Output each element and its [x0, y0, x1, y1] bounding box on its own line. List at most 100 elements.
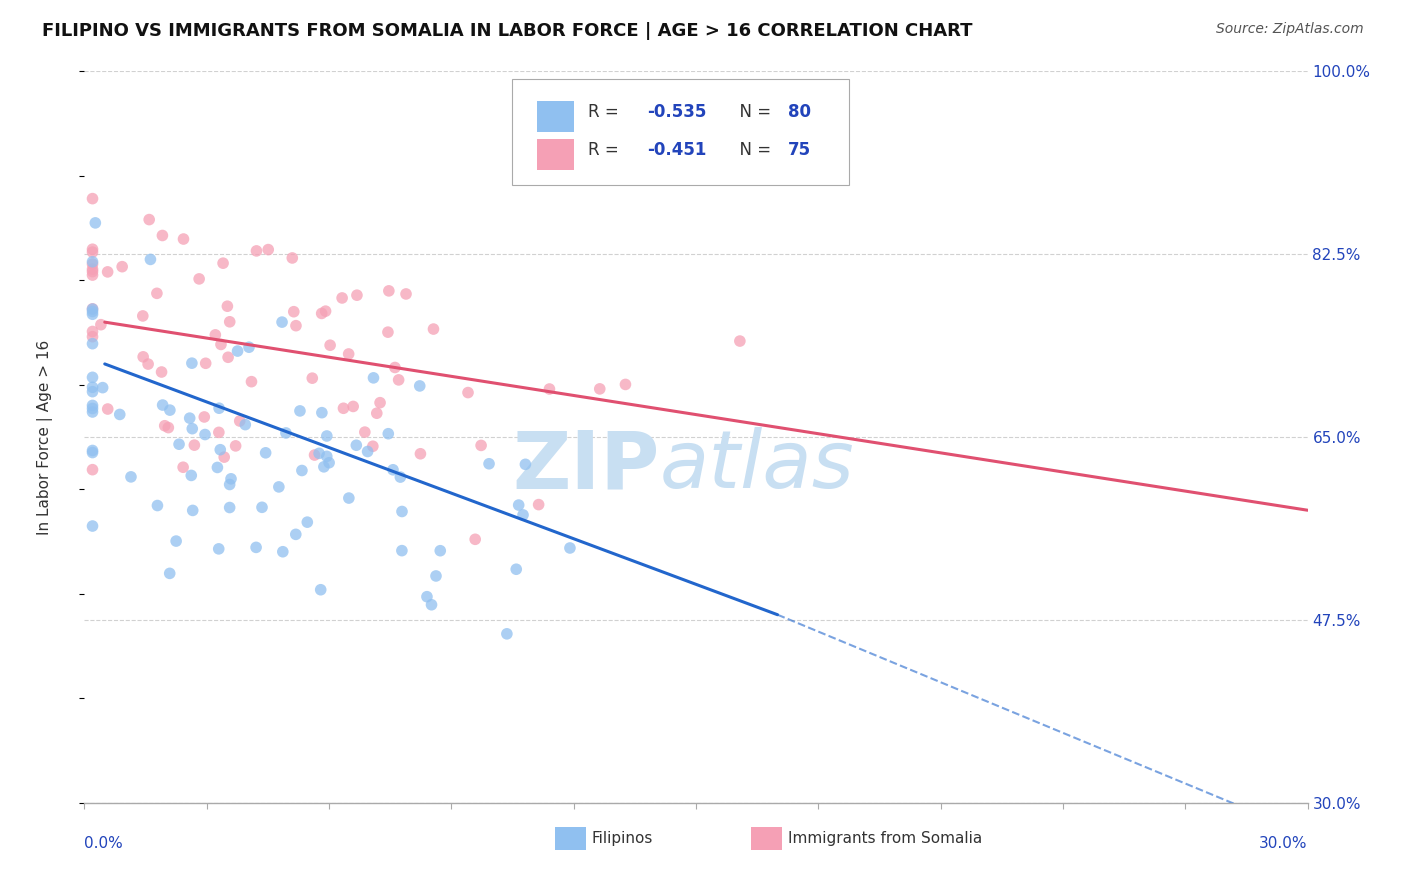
Point: [82, 242, 104, 256]
Point: [288, 404, 311, 418]
Point: [281, 251, 304, 265]
Point: [238, 340, 260, 354]
FancyBboxPatch shape: [537, 102, 574, 132]
Point: [382, 463, 405, 477]
Point: [82, 268, 104, 282]
Point: [194, 427, 217, 442]
Point: [209, 442, 232, 457]
Point: [173, 232, 195, 246]
Point: [391, 543, 413, 558]
Point: [233, 417, 256, 432]
Point: [82, 264, 104, 278]
Text: Immigrants from Somalia: Immigrants from Somalia: [787, 831, 981, 847]
Point: [181, 503, 204, 517]
Point: [527, 498, 550, 512]
Point: [120, 470, 142, 484]
Point: [337, 491, 360, 505]
Point: [204, 327, 226, 342]
Point: [82, 301, 104, 316]
Point: [301, 371, 323, 385]
Point: [82, 405, 104, 419]
Point: [728, 334, 751, 348]
Point: [254, 446, 277, 460]
Point: [82, 445, 104, 459]
Point: [250, 500, 273, 515]
Text: N =: N =: [728, 141, 776, 159]
Point: [193, 409, 215, 424]
Point: [111, 260, 134, 274]
Text: FILIPINO VS IMMIGRANTS FROM SOMALIA IN LABOR FORCE | AGE > 16 CORRELATION CHART: FILIPINO VS IMMIGRANTS FROM SOMALIA IN L…: [42, 22, 973, 40]
Point: [138, 212, 160, 227]
Point: [309, 582, 332, 597]
FancyBboxPatch shape: [513, 78, 849, 185]
FancyBboxPatch shape: [537, 139, 574, 170]
Point: [356, 444, 378, 458]
Point: [368, 395, 391, 409]
Point: [614, 377, 637, 392]
Point: [319, 338, 342, 352]
Point: [311, 406, 333, 420]
Point: [82, 302, 104, 317]
Point: [304, 448, 326, 462]
Point: [82, 254, 104, 268]
Point: [311, 306, 333, 320]
Point: [226, 344, 249, 359]
Point: [508, 498, 530, 512]
Point: [315, 429, 337, 443]
Point: [538, 382, 561, 396]
Point: [283, 304, 305, 318]
Point: [212, 450, 235, 464]
Point: [82, 245, 104, 260]
Point: [271, 315, 294, 329]
Text: 0.0%: 0.0%: [84, 836, 124, 851]
Text: In Labor Force | Age > 16: In Labor Force | Age > 16: [37, 340, 53, 534]
Point: [384, 360, 406, 375]
Point: [212, 256, 235, 270]
Point: [97, 265, 120, 279]
Point: [330, 291, 353, 305]
Point: [179, 411, 201, 425]
Point: [274, 425, 297, 440]
Point: [82, 307, 104, 321]
Point: [271, 545, 294, 559]
Point: [209, 337, 232, 351]
Point: [457, 385, 479, 400]
Point: [82, 262, 104, 277]
Point: [188, 272, 211, 286]
FancyBboxPatch shape: [555, 827, 586, 850]
Point: [366, 406, 388, 420]
Point: [153, 418, 176, 433]
Point: [136, 357, 159, 371]
Point: [82, 304, 104, 318]
Point: [285, 318, 308, 333]
Point: [389, 470, 412, 484]
Point: [82, 329, 104, 343]
Point: [353, 425, 375, 439]
Point: [139, 252, 162, 267]
Point: [245, 541, 267, 555]
Point: [219, 472, 242, 486]
Point: [225, 439, 247, 453]
Point: [82, 443, 104, 458]
Text: Source: ZipAtlas.com: Source: ZipAtlas.com: [1216, 22, 1364, 37]
Point: [284, 527, 307, 541]
FancyBboxPatch shape: [751, 827, 782, 850]
Point: [132, 309, 155, 323]
Point: [420, 598, 443, 612]
Point: [378, 284, 401, 298]
Point: [157, 420, 180, 434]
Point: [218, 500, 240, 515]
Point: [312, 459, 335, 474]
Point: [342, 400, 364, 414]
Point: [395, 287, 418, 301]
Point: [159, 403, 181, 417]
Point: [165, 534, 187, 549]
Point: [478, 457, 501, 471]
Point: [82, 384, 104, 399]
Point: [361, 439, 384, 453]
Point: [363, 371, 385, 385]
Point: [496, 627, 519, 641]
Point: [429, 543, 451, 558]
Text: -0.535: -0.535: [647, 103, 706, 120]
Point: [332, 401, 354, 416]
